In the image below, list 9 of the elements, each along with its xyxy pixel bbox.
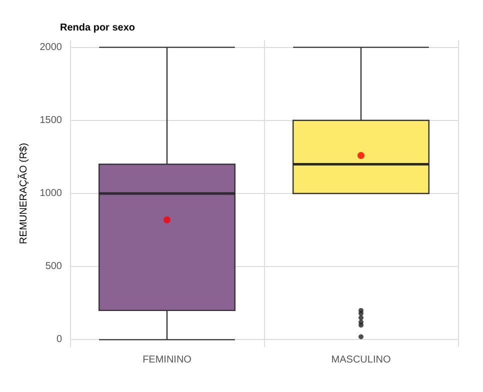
y-tick-label: 1500 <box>40 114 62 126</box>
y-tick-label: 500 <box>45 261 62 272</box>
y-tick-label: 2000 <box>40 42 62 53</box>
y-tick-label: 1000 <box>40 188 62 199</box>
x-tick-label: FEMININO <box>142 354 192 366</box>
y-tick-label: 0 <box>56 334 62 346</box>
y-axis-title: REMUNERAÇÃO (R$) <box>17 142 30 244</box>
x-tick-label: MASCULINO <box>331 354 391 366</box>
chart-title: Renda por sexo <box>60 22 136 34</box>
